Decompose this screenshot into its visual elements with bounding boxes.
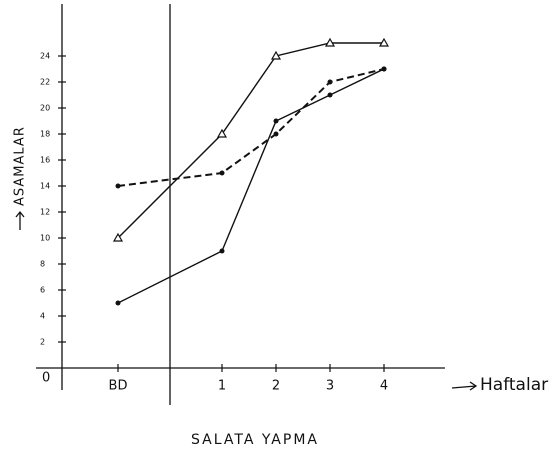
x-arrow	[451, 381, 478, 391]
x-tick-label: 3	[326, 379, 334, 394]
x-tick-label: BD	[109, 379, 128, 394]
x-label: Haftalar	[480, 375, 548, 395]
series-line	[117, 42, 384, 239]
y-tick-label: 8	[40, 260, 45, 269]
y-tick-label: 2	[40, 338, 45, 347]
marker	[112, 232, 124, 242]
y-label-group: ASAMALAR	[13, 126, 28, 230]
x-tick-label: 4	[380, 379, 388, 394]
y-label: ASAMALAR	[13, 126, 28, 206]
marker	[327, 79, 333, 85]
marker	[270, 50, 282, 60]
marker	[327, 92, 333, 98]
origin-label: 0	[42, 371, 50, 386]
marker	[216, 128, 228, 138]
y-tick-label: 12	[40, 208, 50, 217]
y-tick-label: 18	[40, 130, 50, 139]
marker	[324, 37, 336, 47]
x-tick-label: 1	[218, 379, 226, 394]
marker	[219, 170, 225, 176]
y-tick-label: 22	[40, 78, 50, 87]
marker	[273, 118, 279, 124]
series-line	[117, 68, 385, 187]
y-tick-label: 4	[40, 312, 45, 321]
y-arrow	[15, 210, 25, 230]
y-tick-label: 24	[40, 52, 50, 61]
y-tick-label: 10	[40, 234, 50, 243]
x-tick-label: 2	[272, 379, 280, 394]
y-tick-label: 20	[40, 104, 50, 113]
y-tick-label: 16	[40, 156, 50, 165]
marker	[378, 37, 390, 47]
marker	[115, 183, 121, 189]
y-tick-label: 14	[40, 182, 50, 191]
series-line	[117, 68, 385, 304]
marker	[381, 66, 387, 72]
chart-title: SALATA YAPMA	[191, 432, 319, 448]
marker	[273, 131, 279, 137]
marker	[219, 248, 225, 254]
y-tick-label: 6	[40, 286, 45, 295]
marker	[115, 300, 121, 306]
